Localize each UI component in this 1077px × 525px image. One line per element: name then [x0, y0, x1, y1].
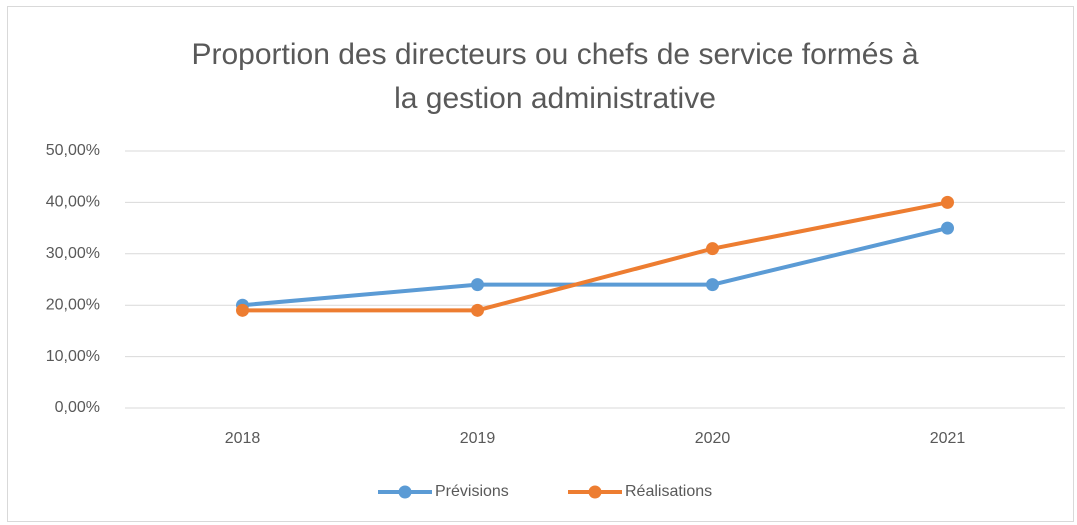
legend-label: Réalisations: [625, 483, 712, 500]
x-tick-label: 2020: [695, 430, 731, 447]
data-point: [706, 242, 719, 256]
x-tick-label: 2019: [460, 430, 496, 447]
chart-title: Proportion des directeurs ou chefs de se…: [191, 38, 918, 71]
legend-label: Prévisions: [435, 483, 509, 500]
y-tick-label: 30,00%: [46, 245, 100, 262]
series-line: [242, 200, 948, 313]
chart-frame: [7, 6, 1074, 522]
y-tick-label: 10,00%: [46, 348, 100, 365]
legend-marker: [398, 485, 412, 499]
data-point: [236, 303, 249, 317]
data-point: [941, 195, 954, 209]
y-tick-label: 20,00%: [46, 296, 100, 313]
x-tick-label: 2021: [930, 430, 966, 447]
legend-marker: [588, 485, 602, 499]
series-line: [242, 226, 948, 308]
y-tick-label: 50,00%: [46, 142, 100, 159]
y-tick-label: 0,00%: [55, 399, 100, 416]
y-tick-label: 40,00%: [46, 194, 100, 211]
data-point: [941, 221, 954, 235]
data-point: [471, 278, 484, 292]
data-point: [706, 278, 719, 292]
chart-title: la gestion administrative: [394, 82, 716, 115]
x-tick-label: 2018: [225, 430, 261, 447]
data-point: [471, 303, 484, 317]
